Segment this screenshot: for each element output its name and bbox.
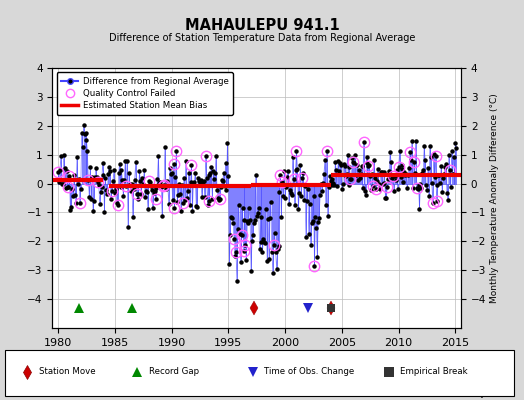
Text: Berkeley Earth: Berkeley Earth <box>447 389 514 398</box>
Text: Difference of Station Temperature Data from Regional Average: Difference of Station Temperature Data f… <box>109 33 415 43</box>
Text: Time of Obs. Change: Time of Obs. Change <box>264 368 354 376</box>
Y-axis label: Monthly Temperature Anomaly Difference (°C): Monthly Temperature Anomaly Difference (… <box>490 93 499 303</box>
Text: Record Gap: Record Gap <box>149 368 199 376</box>
Text: Empirical Break: Empirical Break <box>400 368 468 376</box>
Text: MAHAULEPU 941.1: MAHAULEPU 941.1 <box>184 18 340 33</box>
Text: Station Move: Station Move <box>39 368 95 376</box>
Legend: Difference from Regional Average, Quality Control Failed, Estimated Station Mean: Difference from Regional Average, Qualit… <box>57 72 233 115</box>
